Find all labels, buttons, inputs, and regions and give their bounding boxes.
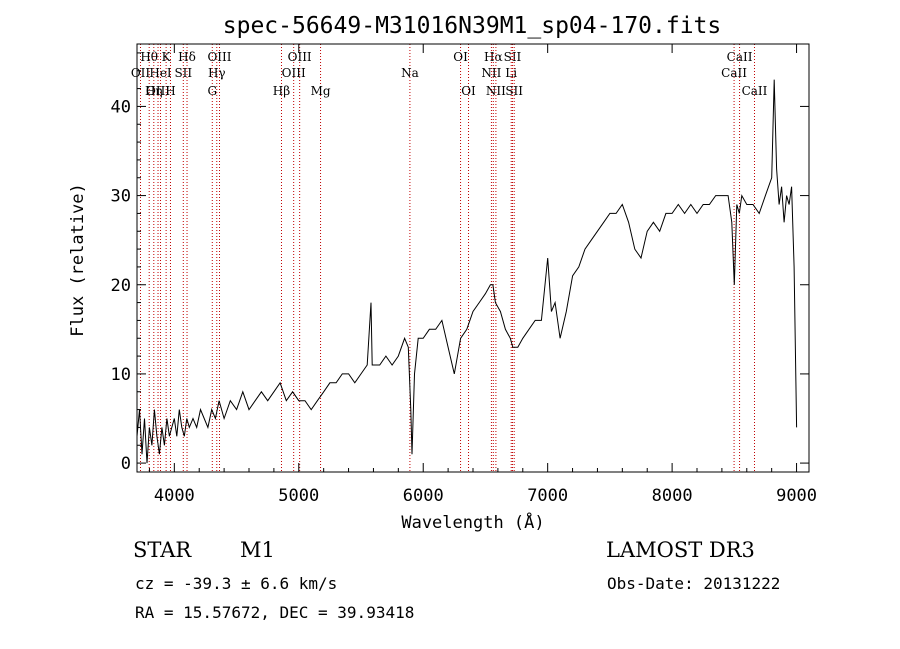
axis-ticks: 4000 5000 6000 7000 8000 9000 0 10 20 30 40 <box>111 44 817 506</box>
line-marker-label: NII <box>481 66 501 80</box>
object-subclass: M1 <box>240 538 275 562</box>
line-marker-label: Hγ <box>208 66 226 80</box>
line-marker-label: OIII <box>282 66 306 80</box>
line-marker-label: Hθ <box>140 50 158 64</box>
chart-title: spec-56649-M31016N39M1_sp04-170.fits <box>223 13 722 39</box>
y-tick-label: 0 <box>121 454 131 474</box>
survey-name: LAMOST DR3 <box>606 538 755 562</box>
y-tick-label: 20 <box>111 276 131 296</box>
emission-line-markers: Hθ OII OIII HeI Hη K H SII Hδ OIII Hγ G Hβ OIII OIII Mg… <box>131 44 768 472</box>
line-marker-label: Hα <box>484 50 503 64</box>
line-marker-label: Hβ <box>273 84 290 98</box>
line-marker-label: CaII <box>727 50 753 64</box>
y-tick-label: 10 <box>111 365 131 385</box>
observation-date: Obs-Date: 20131222 <box>607 574 781 593</box>
line-marker-label: SII <box>504 50 522 64</box>
line-marker-label: OI <box>453 50 468 64</box>
spectrum-trace <box>136 79 798 464</box>
line-marker-label: NII <box>486 84 506 98</box>
line-marker-label: HeI <box>149 66 172 80</box>
line-marker-label: Hη <box>145 84 163 98</box>
line-marker-label: OIII <box>146 84 170 98</box>
line-marker-label: G <box>207 84 217 98</box>
coordinates-text: RA = 15.57672, DEC = 39.93418 <box>135 603 415 622</box>
line-marker-label: Na <box>401 66 419 80</box>
x-tick-label: 5000 <box>278 486 319 506</box>
x-tick-label: 7000 <box>527 486 568 506</box>
x-tick-label: 8000 <box>652 486 693 506</box>
x-tick-label: 6000 <box>403 486 444 506</box>
line-marker-label: K <box>162 50 172 64</box>
y-tick-label: 40 <box>111 97 131 117</box>
plot-frame <box>136 43 810 473</box>
line-marker-label: OIII <box>207 50 231 64</box>
line-marker-label: OII <box>131 66 151 80</box>
line-marker-label: Li <box>505 66 517 80</box>
y-axis-label: Flux (relative) <box>68 183 88 337</box>
line-marker-label: OIII <box>288 50 312 64</box>
y-tick-label: 30 <box>111 187 131 207</box>
line-marker-label: H <box>165 84 175 98</box>
redshift-text: cz = -39.3 ± 6.6 km/s <box>135 574 338 593</box>
line-marker-label: Hδ <box>178 50 196 64</box>
x-tick-label: 4000 <box>154 486 195 506</box>
object-class: STAR <box>133 538 192 562</box>
line-marker-label: SII <box>174 66 192 80</box>
line-marker-label: Mg <box>311 84 331 98</box>
x-tick-label: 9000 <box>776 486 817 506</box>
line-marker-label: CaII <box>742 84 768 98</box>
line-marker-label: CaII <box>721 66 747 80</box>
line-marker-label: SII <box>505 84 523 98</box>
x-axis-label: Wavelength (Å) <box>401 511 544 533</box>
line-marker-label: OI <box>461 84 476 98</box>
